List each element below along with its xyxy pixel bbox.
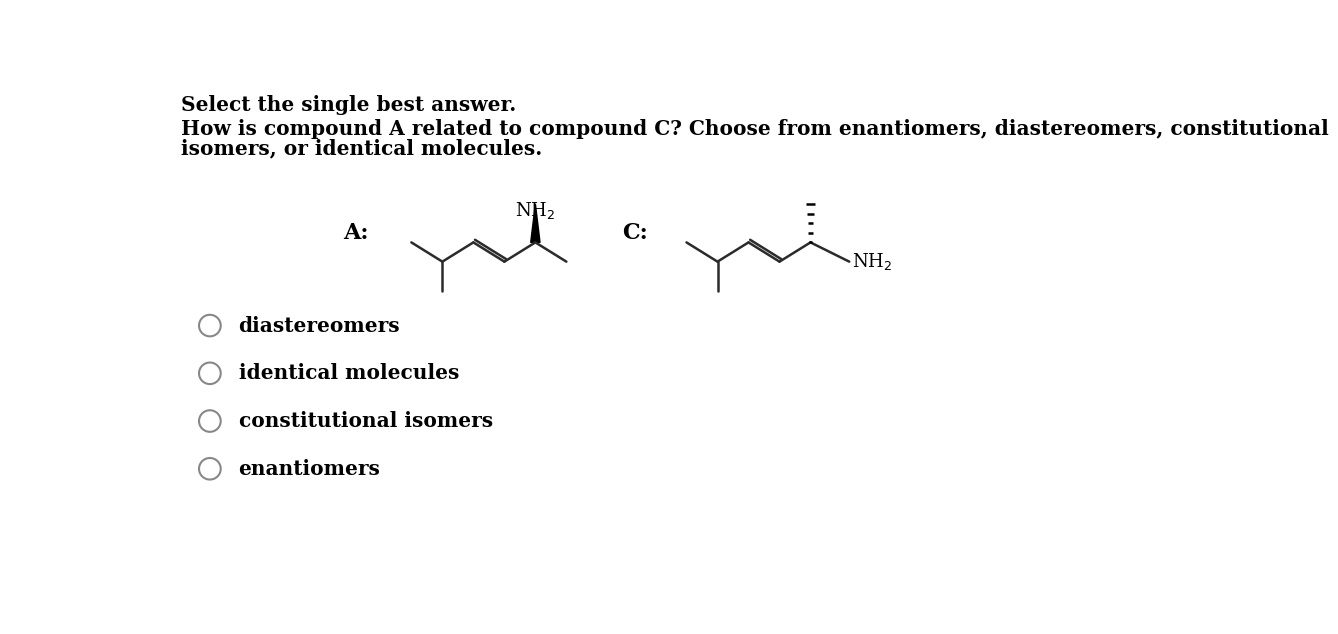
- Text: identical molecules: identical molecules: [238, 363, 459, 384]
- Text: NH$_2$: NH$_2$: [852, 251, 892, 272]
- Text: NH$_2$: NH$_2$: [515, 200, 555, 221]
- Text: C:: C:: [622, 222, 648, 244]
- Text: A:: A:: [344, 222, 369, 244]
- Text: Select the single best answer.: Select the single best answer.: [181, 94, 516, 115]
- Text: How is compound A related to compound C? Choose from enantiomers, diastereomers,: How is compound A related to compound C?…: [181, 119, 1329, 139]
- Text: constitutional isomers: constitutional isomers: [238, 411, 492, 431]
- Text: enantiomers: enantiomers: [238, 459, 380, 479]
- Text: diastereomers: diastereomers: [238, 316, 400, 335]
- Polygon shape: [531, 204, 541, 242]
- Text: isomers, or identical molecules.: isomers, or identical molecules.: [181, 138, 542, 158]
